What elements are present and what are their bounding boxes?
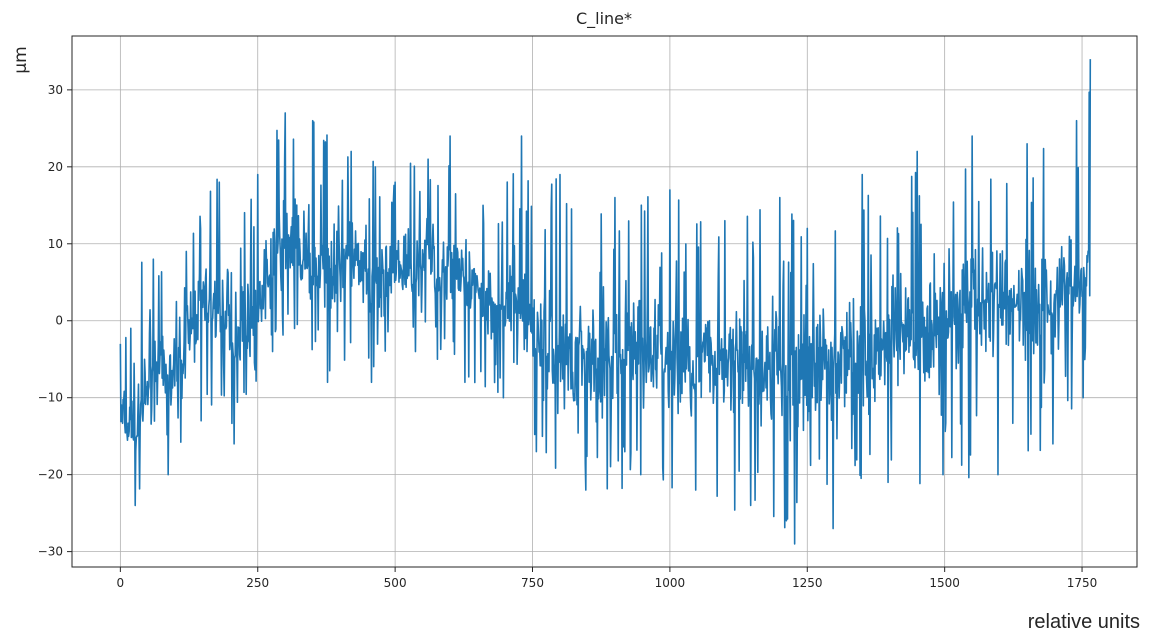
x-tick-label: 0 <box>117 576 125 590</box>
y-tick-label: 30 <box>48 83 63 97</box>
y-tick-label: 10 <box>48 237 63 251</box>
y-tick-label: 0 <box>55 314 63 328</box>
x-tick-label: 1500 <box>929 576 960 590</box>
x-axis-label: relative units <box>1028 611 1140 633</box>
y-axis-label: µm <box>11 46 31 73</box>
data-series-group <box>119 59 1092 545</box>
x-tick-label: 1250 <box>792 576 823 590</box>
y-tick-label: −30 <box>38 545 63 559</box>
plot-frame <box>71 35 1138 568</box>
x-ticks: 0 250 500 750 1000 1250 1500 1750 <box>117 567 1098 590</box>
chart-title: C_line* <box>576 9 632 29</box>
y-tick-label: 20 <box>48 160 63 174</box>
x-tick-label: 1000 <box>655 576 686 590</box>
x-tick-label: 1750 <box>1067 576 1098 590</box>
x-tick-label: 750 <box>521 576 544 590</box>
y-tick-label: −20 <box>38 468 63 482</box>
y-tick-label: −10 <box>38 391 63 405</box>
x-tick-label: 500 <box>384 576 407 590</box>
x-tick-label: 250 <box>246 576 269 590</box>
series-line <box>119 59 1092 545</box>
y-ticks: −30 −20 −10 0 10 20 30 <box>38 83 72 559</box>
